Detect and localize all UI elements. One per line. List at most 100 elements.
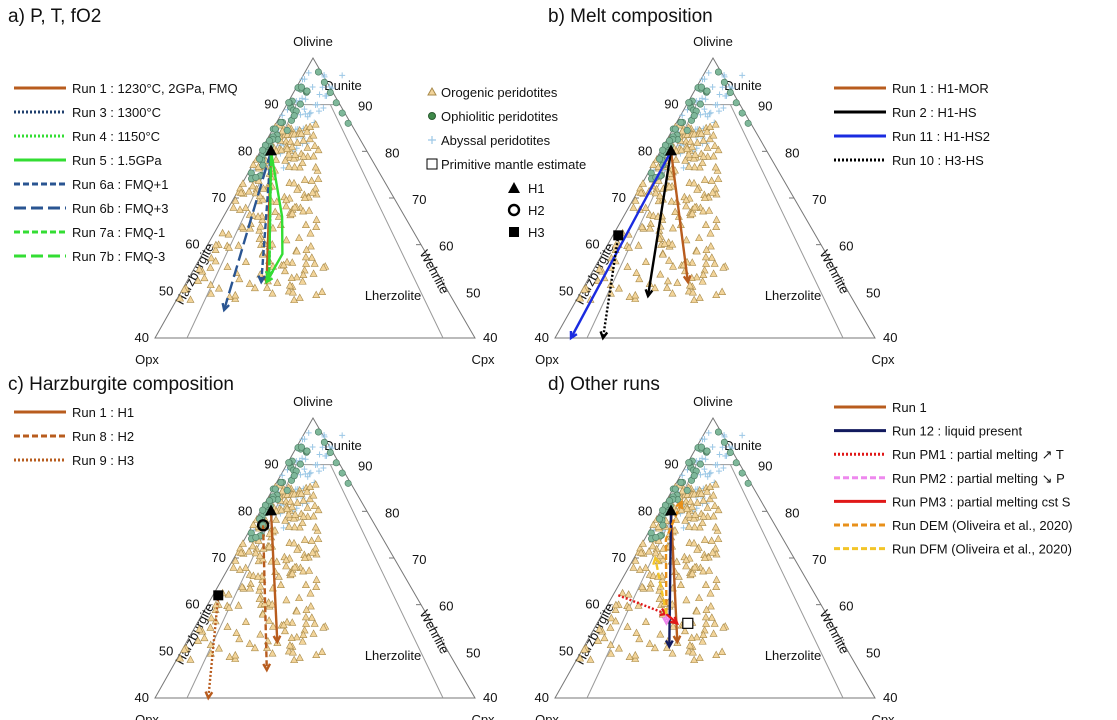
orogenic-marker (314, 174, 323, 183)
orogenic-marker (309, 269, 318, 277)
orogenic-marker (299, 136, 308, 144)
tick-label: 50 (466, 285, 480, 300)
primitive-mantle-marker (682, 617, 694, 629)
abyssal-marker (723, 452, 730, 459)
orogenic-marker (690, 178, 699, 187)
orogenic-marker (665, 182, 674, 190)
orogenic-marker (306, 241, 315, 250)
orogenic-marker (288, 288, 297, 296)
ophiolitic-marker (659, 146, 667, 154)
tick-label: 80 (385, 145, 399, 160)
orogenic-marker (700, 535, 709, 543)
orogenic-marker (276, 580, 285, 588)
orogenic-marker (681, 516, 690, 524)
legend-start-label: H2 (528, 203, 545, 218)
orogenic-marker (699, 206, 708, 215)
run-path-c-arrowhead (204, 691, 214, 701)
orogenic-marker (312, 582, 321, 590)
orogenic-marker (686, 497, 695, 505)
orogenic-marker (695, 233, 704, 242)
legend-h2-marker (507, 203, 521, 217)
orogenic-marker (651, 188, 660, 197)
ophiolitic-marker (685, 99, 693, 107)
ophiolitic-marker (671, 485, 679, 493)
abyssal-marker (709, 83, 716, 90)
orogenic-marker (238, 539, 247, 547)
orogenic-marker (658, 250, 667, 258)
abyssal-marker (321, 431, 328, 438)
legend-sample-label: Ophiolitic peridotites (441, 109, 559, 124)
orogenic-marker (310, 501, 319, 509)
orogenic-marker (306, 482, 315, 491)
tick-label: 80 (785, 145, 799, 160)
orogenic-marker (701, 580, 710, 588)
orogenic-marker (689, 514, 698, 522)
field-label-wehrlite: Wehrlite (817, 607, 853, 656)
field-label-wehrlite: Wehrlite (417, 247, 453, 296)
orogenic-marker (698, 518, 707, 526)
orogenic-marker (655, 551, 664, 559)
orogenic-marker (206, 280, 215, 289)
abyssal-marker (720, 104, 727, 111)
orogenic-marker (706, 134, 715, 143)
tick-label: 70 (412, 192, 426, 207)
orogenic-marker (307, 176, 316, 184)
orogenic-marker (250, 643, 259, 652)
run-path-c (261, 525, 268, 671)
tick-label: 80 (238, 143, 252, 158)
orogenic-marker (319, 623, 328, 631)
ophiolitic-marker (283, 486, 291, 494)
abyssal-marker (716, 91, 723, 98)
orogenic-marker (289, 154, 298, 162)
orogenic-marker (284, 150, 293, 158)
orogenic-marker (706, 241, 715, 250)
abyssal-marker (707, 469, 714, 476)
ophiolitic-marker (696, 100, 704, 108)
tick-label: 50 (159, 643, 173, 658)
orogenic-marker (681, 156, 690, 164)
orogenic-marker (307, 613, 316, 621)
orogenic-marker (695, 162, 704, 171)
abyssal-marker (279, 112, 286, 119)
orogenic-marker (676, 580, 685, 588)
run-path-a (260, 151, 273, 283)
orogenic-marker (682, 201, 691, 210)
orogenic-marker (268, 289, 277, 297)
orogenic-marker (306, 122, 315, 131)
orogenic-marker (699, 496, 708, 504)
ophiolitic-marker (720, 78, 728, 86)
orogenic-marker (708, 188, 717, 196)
tick-label: 50 (866, 285, 880, 300)
ophiolitic-marker (285, 459, 293, 467)
vertex-label-opx: Opx (535, 352, 559, 367)
run-path-d-arrowhead (670, 616, 680, 625)
orogenic-marker (611, 600, 620, 609)
run-path-a (265, 151, 284, 283)
panel-title-c: c) Harzburgite composition (8, 374, 234, 395)
orogenic-marker (646, 224, 655, 232)
orogenic-marker (290, 562, 299, 571)
run-path-b (569, 150, 673, 339)
orogenic-marker (697, 129, 706, 137)
tick-label: 40 (135, 690, 149, 705)
ophiolitic-marker (720, 438, 728, 446)
run-path-a-arrowhead (221, 302, 230, 313)
tick-label: 60 (439, 239, 453, 254)
orogenic-marker (299, 630, 308, 638)
panel-title-b: b) Melt composition (548, 6, 713, 27)
orogenic-marker (283, 504, 292, 512)
orogenic-marker (312, 215, 321, 223)
abyssal-marker (301, 466, 308, 473)
orogenic-marker (231, 556, 240, 564)
abyssal-marker (297, 471, 304, 478)
orogenic-marker (245, 279, 254, 287)
orogenic-marker (692, 632, 701, 641)
orogenic-marker (683, 144, 692, 152)
orogenic-marker (312, 290, 321, 299)
field-label-dunite: Dunite (324, 438, 362, 453)
orogenic-marker (698, 158, 707, 166)
orogenic-marker (703, 143, 712, 151)
run-path-d-arrowhead (675, 499, 684, 510)
orogenic-marker (690, 562, 699, 571)
run-path-b (646, 151, 673, 297)
